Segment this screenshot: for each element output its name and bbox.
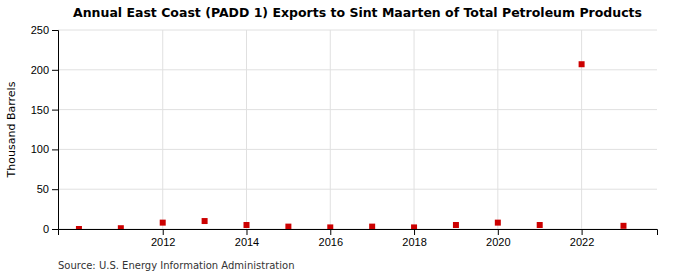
y-axis-tick: 150 <box>31 104 58 116</box>
x-grid-line <box>330 30 331 229</box>
y-grid-line <box>58 189 657 190</box>
y-axis-tick-label: 0 <box>43 223 49 235</box>
x-axis-tick-mark <box>498 229 499 235</box>
x-axis-tick-label: 2016 <box>319 236 343 248</box>
x-grid-line <box>246 30 247 229</box>
x-axis-tick: 2020 <box>486 229 510 248</box>
point <box>76 226 82 229</box>
point <box>453 222 459 228</box>
point <box>620 223 626 229</box>
y-axis-tick-label: 100 <box>31 143 49 155</box>
point <box>537 222 543 228</box>
y-axis-line <box>52 31 59 230</box>
y-axis-tick: 250 <box>31 24 58 36</box>
point <box>118 225 124 229</box>
y-axis-tick-mark <box>52 229 58 230</box>
x-axis-tick: 2022 <box>570 229 594 248</box>
y-axis-tick: 50 <box>37 183 58 195</box>
x-axis-tick-label: 2018 <box>402 236 426 248</box>
point <box>369 224 375 229</box>
point <box>202 218 208 224</box>
source-note: Source: U.S. Energy Information Administ… <box>58 260 295 271</box>
y-grid-line <box>58 109 657 110</box>
x-axis-tick: 2016 <box>319 229 343 248</box>
y-axis-tick: 100 <box>31 143 58 155</box>
title: Annual East Coast (PADD 1) Exports to Si… <box>73 5 642 20</box>
x-axis-tick-mark <box>414 229 415 235</box>
y-axis: 0 50 100 150 200 250 <box>31 24 59 235</box>
x-axis-tick-mark <box>163 229 164 235</box>
points <box>76 61 627 229</box>
x-axis-tick: 2014 <box>235 229 259 248</box>
y-grid-line <box>58 30 657 31</box>
x-grid-line <box>581 30 582 229</box>
point <box>285 224 291 229</box>
point <box>495 220 501 226</box>
x-grid-line <box>414 30 415 229</box>
point <box>243 222 249 228</box>
x-axis-tick-label: 2022 <box>570 236 594 248</box>
grid <box>58 30 657 229</box>
x-axis-tick: 2012 <box>151 229 175 248</box>
y-axis-tick-mark <box>52 30 58 31</box>
y-axis-tick-label: 150 <box>31 104 49 116</box>
y-axis-tick-mark <box>52 110 58 111</box>
plot-area: 2012 2014 2016 2018 2020 2022 0 50 100 150 200 250 <box>31 24 658 248</box>
y-axis-tick-mark <box>52 189 58 190</box>
y-axis-tick: 200 <box>31 64 58 76</box>
y-grid-line <box>58 149 657 150</box>
x-axis-tick-label: 2020 <box>486 236 510 248</box>
point <box>579 61 585 67</box>
y-axis-tick-label: 200 <box>31 64 49 76</box>
y-axis-tick-mark <box>52 149 58 150</box>
y-axis-tick-label: 50 <box>37 183 49 195</box>
chart: 2012 2014 2016 2018 2020 2022 0 50 100 150 200 250 A… <box>0 0 675 275</box>
y-axis-tick-mark <box>52 70 58 71</box>
x-axis-line <box>59 230 658 236</box>
x-grid-line <box>497 30 498 229</box>
x-axis-tick: 2018 <box>402 229 426 248</box>
x-axis-tick-mark <box>246 229 247 235</box>
x-axis-tick-mark <box>330 229 331 235</box>
x-axis-tick-mark <box>582 229 583 235</box>
point <box>327 224 333 229</box>
x-axis-tick-label: 2014 <box>235 236 259 248</box>
x-axis: 2012 2014 2016 2018 2020 2022 <box>59 229 658 248</box>
x-axis-tick-label: 2012 <box>151 236 175 248</box>
point <box>160 220 166 226</box>
y-axis-tick-label: 250 <box>31 24 49 36</box>
y-axis-tick: 0 <box>43 223 58 235</box>
y-grid-line <box>58 69 657 70</box>
point <box>411 224 417 229</box>
x-grid-line <box>162 30 163 229</box>
y-axis-label: Thousand Barrels <box>5 81 18 178</box>
